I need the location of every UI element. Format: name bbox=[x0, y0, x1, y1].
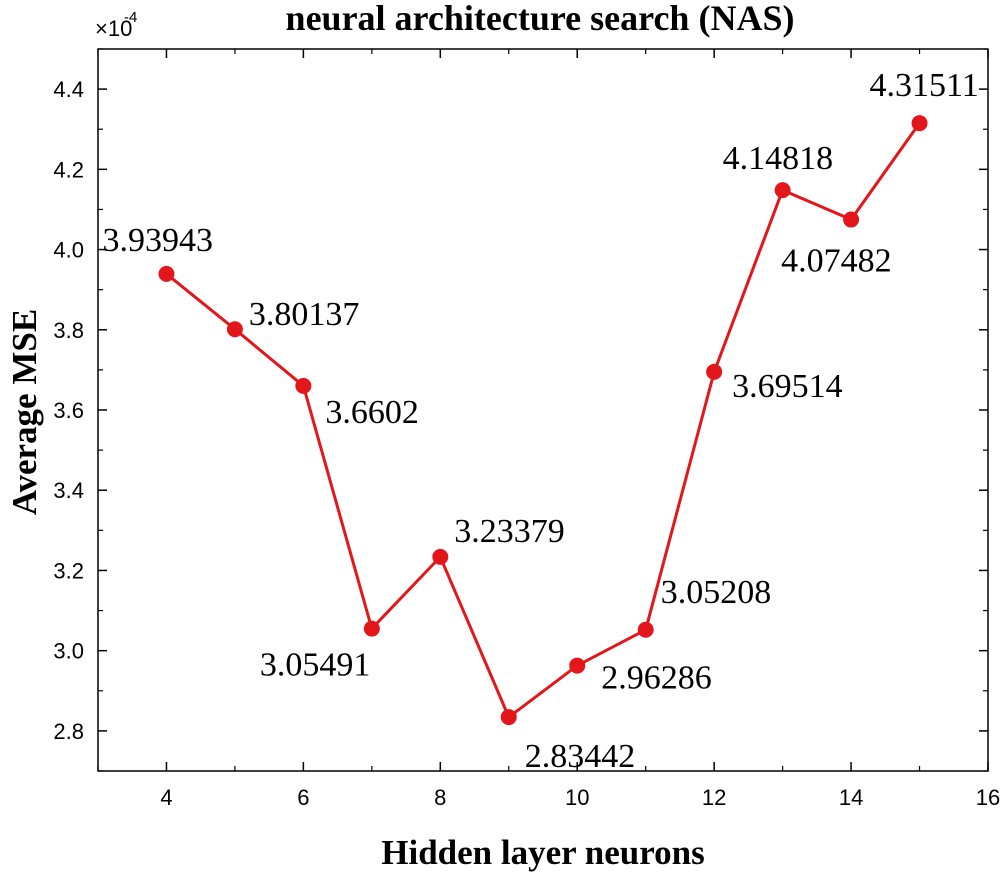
data-point bbox=[363, 620, 380, 637]
data-point bbox=[500, 709, 517, 726]
series-group bbox=[158, 115, 928, 726]
y-tick-label: 4.2 bbox=[53, 157, 84, 182]
data-label: 2.83442 bbox=[525, 738, 636, 775]
data-point bbox=[295, 377, 312, 394]
y-tick-label: 3.4 bbox=[53, 478, 84, 503]
data-label: 3.93943 bbox=[102, 222, 213, 259]
chart-title: neural architecture search (NAS) bbox=[286, 0, 795, 38]
x-tick-label: 14 bbox=[839, 785, 863, 810]
data-point bbox=[706, 363, 723, 380]
data-point bbox=[843, 211, 860, 228]
y-tick-label: 3.8 bbox=[53, 318, 84, 343]
data-label: 3.80137 bbox=[249, 296, 360, 333]
data-label: 3.69514 bbox=[732, 368, 843, 405]
data-label: 3.05208 bbox=[661, 574, 772, 611]
data-point bbox=[774, 182, 791, 199]
data-label: 4.31511 bbox=[870, 67, 979, 104]
y-axis-label: Average MSE bbox=[5, 309, 44, 515]
data-label: 3.05491 bbox=[260, 647, 371, 684]
y-tick-label: 3.6 bbox=[53, 398, 84, 423]
x-tick-label: 8 bbox=[434, 785, 446, 810]
data-point bbox=[911, 115, 928, 132]
y-axis-ticks: 2.8 3.0 3.2 3.4 3.6 3.8 4.0 4.2 4.4 bbox=[53, 48, 988, 772]
data-point bbox=[637, 621, 654, 638]
series-line bbox=[165, 122, 921, 720]
y-multiplier-base: ×10 bbox=[95, 16, 132, 41]
x-tick-label: 12 bbox=[702, 785, 726, 810]
data-label: 3.6602 bbox=[325, 394, 419, 431]
data-label: 3.23379 bbox=[454, 513, 565, 550]
y-tick-label: 3.0 bbox=[53, 639, 84, 664]
x-axis-label: Hidden layer neurons bbox=[381, 833, 705, 872]
x-tick-label: 4 bbox=[160, 785, 172, 810]
data-point bbox=[226, 321, 243, 338]
y-tick-label: 4.0 bbox=[53, 238, 84, 263]
y-tick-label: 3.2 bbox=[53, 558, 84, 583]
data-label: 4.14818 bbox=[723, 140, 834, 177]
y-tick-label: 4.4 bbox=[53, 77, 84, 102]
y-tick-label: 2.8 bbox=[53, 719, 84, 744]
data-point bbox=[158, 265, 175, 282]
x-tick-label: 16 bbox=[976, 785, 1000, 810]
data-label: 2.96286 bbox=[601, 660, 712, 697]
data-point bbox=[432, 548, 449, 565]
x-axis-ticks: 4 6 8 10 12 14 16 bbox=[97, 49, 1000, 810]
y-multiplier-exponent: -4 bbox=[124, 9, 137, 26]
data-labels-group: 3.93943 3.80137 3.6602 3.05491 3.23379 2.8344… bbox=[102, 67, 978, 775]
data-point bbox=[569, 657, 586, 674]
data-label: 4.07482 bbox=[781, 243, 892, 280]
plot-frame bbox=[97, 48, 989, 772]
x-tick-label: 6 bbox=[297, 785, 309, 810]
x-tick-label: 10 bbox=[565, 785, 589, 810]
